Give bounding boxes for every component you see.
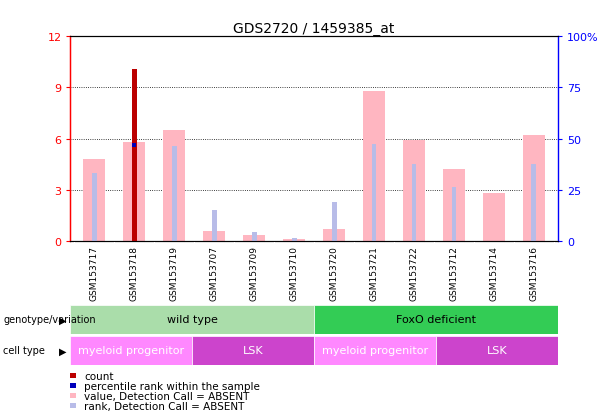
Bar <box>283 240 305 242</box>
Bar <box>323 230 345 242</box>
Bar <box>70 305 314 335</box>
Text: GSM153721: GSM153721 <box>370 246 379 300</box>
Text: myeloid progenitor: myeloid progenitor <box>322 346 428 356</box>
Bar <box>204 231 226 242</box>
Bar <box>292 238 297 242</box>
Bar <box>92 173 97 242</box>
Bar <box>123 143 145 242</box>
Text: GSM153720: GSM153720 <box>330 246 338 300</box>
Text: count: count <box>84 371 113 381</box>
Text: value, Detection Call = ABSENT: value, Detection Call = ABSENT <box>84 391 249 401</box>
Bar <box>132 69 137 242</box>
Bar <box>132 144 136 148</box>
Bar <box>70 336 192 366</box>
Text: GSM153712: GSM153712 <box>449 246 459 300</box>
Bar <box>443 170 465 242</box>
Text: myeloid progenitor: myeloid progenitor <box>78 346 185 356</box>
Text: FoxO deficient: FoxO deficient <box>396 315 476 325</box>
Text: GSM153719: GSM153719 <box>170 246 179 300</box>
Bar <box>452 187 456 242</box>
Text: ▶: ▶ <box>59 346 66 356</box>
Text: genotype/variation: genotype/variation <box>3 315 96 325</box>
Text: GSM153717: GSM153717 <box>90 246 99 300</box>
Bar <box>403 141 425 242</box>
Text: LSK: LSK <box>243 346 264 356</box>
Bar <box>172 146 177 242</box>
Bar <box>412 165 416 242</box>
Text: GSM153709: GSM153709 <box>249 246 259 300</box>
Bar <box>252 232 257 242</box>
Text: LSK: LSK <box>487 346 507 356</box>
Text: percentile rank within the sample: percentile rank within the sample <box>84 381 260 391</box>
Title: GDS2720 / 1459385_at: GDS2720 / 1459385_at <box>234 22 395 36</box>
Bar <box>436 336 558 366</box>
Text: wild type: wild type <box>167 315 218 325</box>
Bar <box>332 202 337 242</box>
Bar <box>132 143 137 242</box>
Text: cell type: cell type <box>3 346 45 356</box>
Text: rank, Detection Call = ABSENT: rank, Detection Call = ABSENT <box>84 401 245 411</box>
Bar <box>243 236 265 242</box>
Bar <box>363 92 385 242</box>
Bar <box>164 131 185 242</box>
Text: GSM153716: GSM153716 <box>530 246 538 300</box>
Bar <box>314 336 436 366</box>
Text: GSM153722: GSM153722 <box>409 246 419 300</box>
Bar <box>192 336 314 366</box>
Bar <box>483 194 505 242</box>
Bar <box>531 165 536 242</box>
Bar <box>83 160 105 242</box>
Text: GSM153707: GSM153707 <box>210 246 219 300</box>
Text: GSM153714: GSM153714 <box>489 246 498 300</box>
Bar <box>371 145 376 242</box>
Text: ▶: ▶ <box>59 315 66 325</box>
Bar <box>523 136 545 242</box>
Bar <box>212 211 217 242</box>
Text: GSM153710: GSM153710 <box>290 246 299 300</box>
Bar <box>314 305 558 335</box>
Text: GSM153718: GSM153718 <box>130 246 139 300</box>
